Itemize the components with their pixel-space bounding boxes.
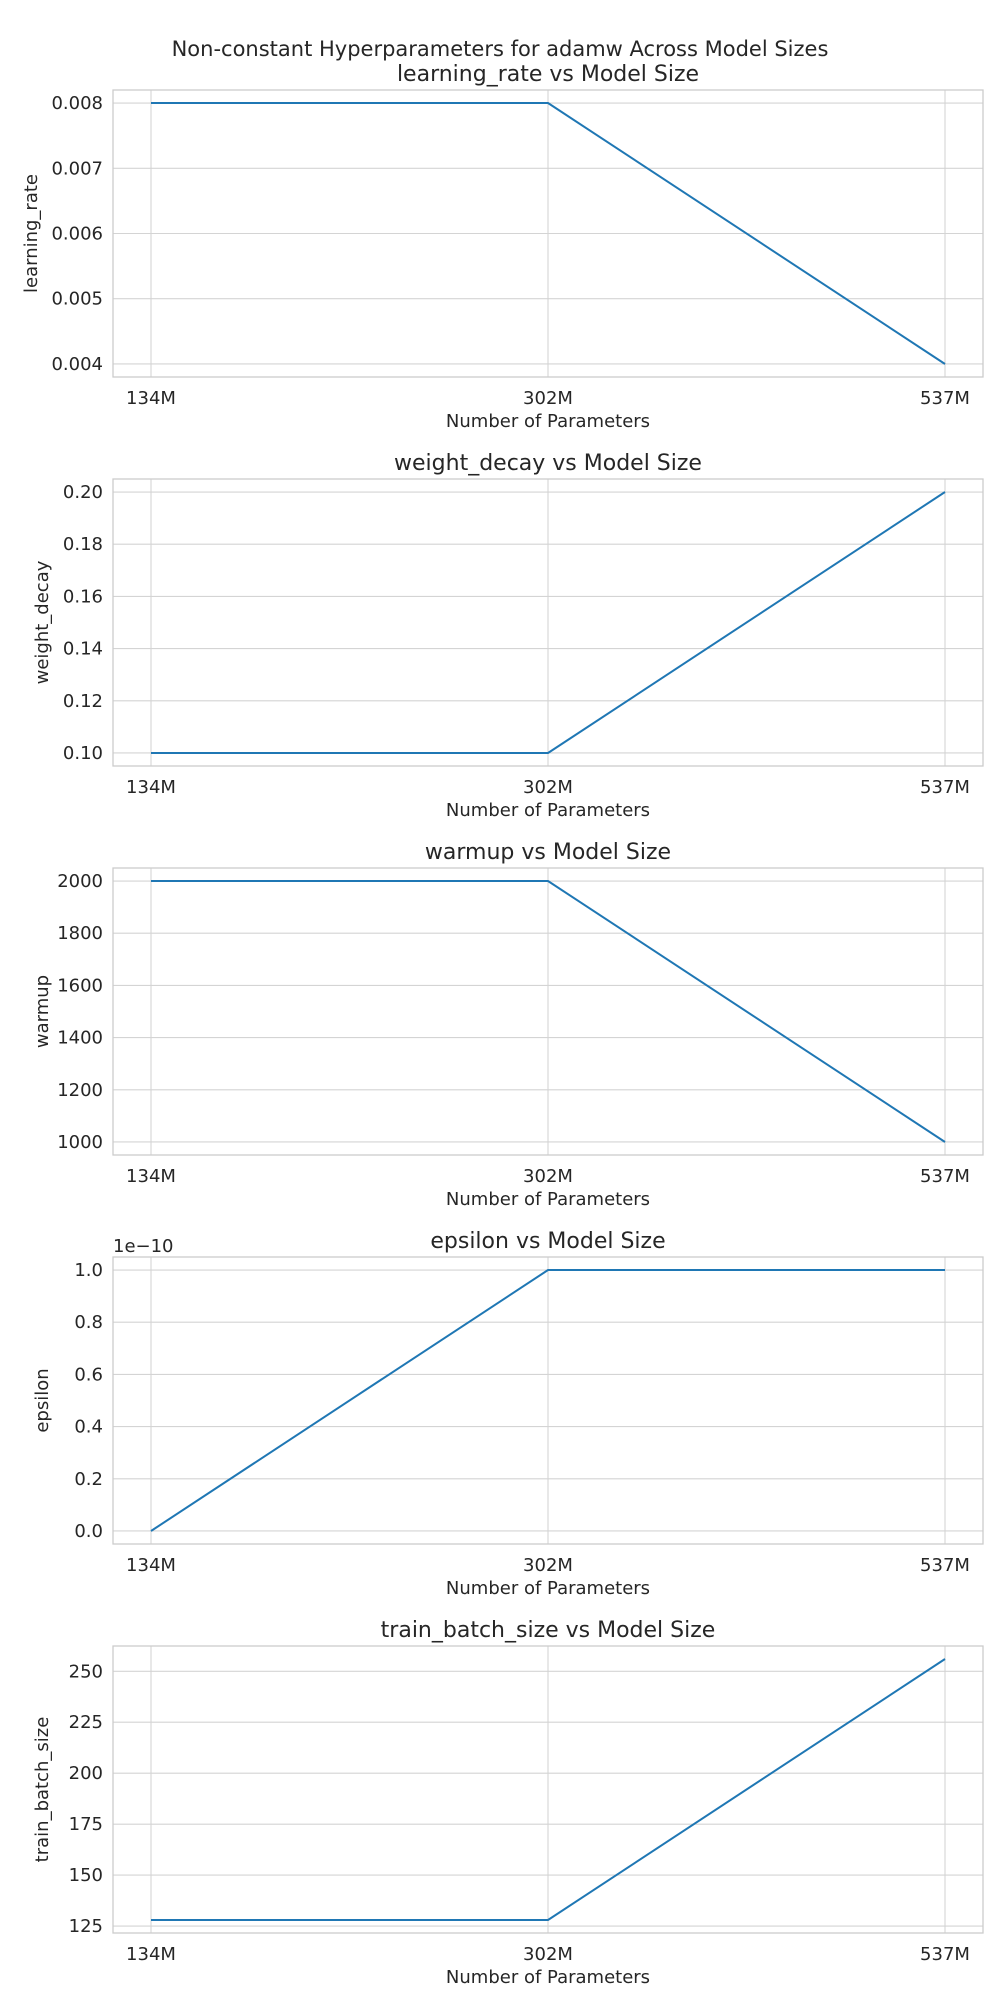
- x-tick-label: 134M: [126, 1166, 176, 1187]
- x-axis-label: Number of Parameters: [446, 1967, 650, 1988]
- y-offset-label: 1e−10: [113, 1236, 174, 1257]
- y-tick-label: 0.18: [63, 534, 103, 555]
- y-axis-label: epsilon: [32, 1368, 53, 1432]
- y-tick-label: 0.005: [51, 289, 103, 310]
- plot-frame: [112, 478, 984, 767]
- y-tick-label: 0.6: [74, 1364, 103, 1385]
- data-point: [149, 1529, 153, 1533]
- series-line: [151, 880, 946, 1143]
- x-tick-label: 302M: [523, 1166, 573, 1187]
- panel-title: train_batch_size vs Model Size: [381, 1618, 716, 1643]
- y-tick-label: 225: [69, 1712, 103, 1733]
- x-tick-label: 302M: [523, 388, 573, 409]
- y-axis-label: weight_decay: [32, 560, 53, 684]
- panel-title: weight_decay vs Model Size: [394, 451, 702, 476]
- y-tick-label: 1200: [57, 1080, 103, 1101]
- panel-title: epsilon vs Model Size: [430, 1229, 665, 1254]
- chart-panel-3: 1000 1200 1400 1600 1800 2000 134M 302M 537M warm…: [32, 840, 984, 1210]
- y-axis-label: warmup: [32, 975, 53, 1048]
- panels: 0.004 0.005 0.006 0.007 0.008 134M 302M 537M lea…: [21, 62, 984, 1988]
- x-tick-label: 537M: [920, 388, 970, 409]
- y-tick-label: 0.004: [51, 354, 103, 375]
- data-point: [546, 1918, 550, 1922]
- chart-panel-1: 0.004 0.005 0.006 0.007 0.008 134M 302M 537M lea…: [21, 62, 984, 432]
- plot-frame: [112, 1256, 984, 1545]
- chart-panel-5: 125 150 175 200 225 250 134M 302M 537M train_batc…: [32, 1618, 984, 1988]
- data-point: [943, 1657, 947, 1661]
- x-tick-label: 302M: [523, 777, 573, 798]
- series-line: [151, 1658, 946, 1921]
- x-tick-label: 134M: [126, 1944, 176, 1965]
- data-point: [546, 1268, 550, 1272]
- data-point: [546, 751, 550, 755]
- data-point: [943, 1140, 947, 1144]
- panel-title: learning_rate vs Model Size: [397, 62, 699, 87]
- y-tick-label: 0.007: [51, 158, 103, 179]
- x-axis-label: Number of Parameters: [446, 1578, 650, 1599]
- plot-frame: [112, 89, 984, 378]
- y-tick-label: 250: [69, 1661, 103, 1682]
- chart-panel-2: 0.10 0.12 0.14 0.16 0.18 0.20 134M 302M 537M weig…: [32, 451, 984, 821]
- x-tick-label: 134M: [126, 388, 176, 409]
- data-point: [149, 1918, 153, 1922]
- x-tick-label: 302M: [523, 1555, 573, 1576]
- x-tick-label: 302M: [523, 1944, 573, 1965]
- y-tick-label: 2000: [57, 871, 103, 892]
- x-tick-label: 537M: [920, 1166, 970, 1187]
- data-point: [149, 879, 153, 883]
- y-tick-label: 0.008: [51, 93, 103, 114]
- y-tick-label: 0.8: [74, 1312, 103, 1333]
- x-tick-label: 134M: [126, 777, 176, 798]
- x-tick-label: 537M: [920, 1944, 970, 1965]
- y-tick-label: 0.4: [74, 1417, 103, 1438]
- x-axis-label: Number of Parameters: [446, 800, 650, 821]
- y-tick-label: 0.006: [51, 224, 103, 245]
- series-line: [151, 491, 946, 754]
- data-point: [149, 751, 153, 755]
- y-tick-label: 1.0: [74, 1260, 103, 1281]
- y-tick-label: 0.2: [74, 1469, 103, 1490]
- x-tick-label: 537M: [920, 777, 970, 798]
- series-line: [150, 1269, 945, 1532]
- data-point: [943, 490, 947, 494]
- panel-title: warmup vs Model Size: [425, 840, 671, 865]
- y-tick-label: 125: [69, 1916, 103, 1937]
- data-point: [943, 1268, 947, 1272]
- y-tick-label: 200: [69, 1763, 103, 1784]
- figure-suptitle: Non-constant Hyperparameters for adamw A…: [172, 37, 829, 61]
- data-point: [546, 101, 550, 105]
- y-tick-label: 0.20: [63, 482, 103, 503]
- x-tick-label: 134M: [126, 1555, 176, 1576]
- y-axis-label: learning_rate: [21, 174, 42, 293]
- y-tick-label: 1000: [57, 1132, 103, 1153]
- y-tick-label: 0.10: [63, 743, 103, 764]
- y-axis-label: train_batch_size: [32, 1717, 53, 1863]
- x-axis-label: Number of Parameters: [446, 1189, 650, 1210]
- y-tick-label: 0.0: [74, 1521, 103, 1542]
- y-tick-label: 0.14: [63, 639, 103, 660]
- y-tick-label: 1600: [57, 975, 103, 996]
- data-point: [546, 879, 550, 883]
- y-tick-label: 1400: [57, 1028, 103, 1049]
- x-axis-label: Number of Parameters: [446, 411, 650, 432]
- y-tick-label: 175: [69, 1814, 103, 1835]
- data-point: [149, 101, 153, 105]
- y-tick-label: 1800: [57, 923, 103, 944]
- chart-panel-4: 0.0 0.2 0.4 0.6 0.8 1.0 134M 302M 537M epsilon vs…: [32, 1229, 984, 1599]
- x-tick-label: 537M: [920, 1555, 970, 1576]
- data-point: [943, 362, 947, 366]
- plot-frame: [112, 867, 984, 1156]
- y-tick-label: 0.12: [63, 691, 103, 712]
- plot-frame: [112, 1645, 984, 1934]
- y-tick-label: 150: [69, 1865, 103, 1886]
- series-line: [151, 102, 946, 365]
- y-tick-label: 0.16: [63, 586, 103, 607]
